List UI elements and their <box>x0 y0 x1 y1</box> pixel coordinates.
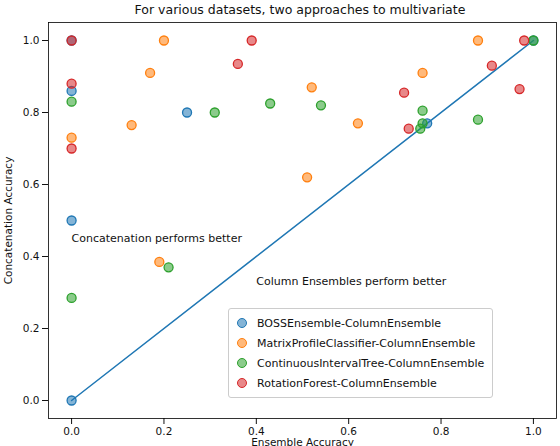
svg-text:0.0: 0.0 <box>23 394 40 406</box>
svg-text:0.6: 0.6 <box>23 178 40 190</box>
svg-text:Concatenation performs better: Concatenation performs better <box>72 232 243 245</box>
svg-text:0.6: 0.6 <box>340 425 357 437</box>
html-text:ContinuousIntervalTree-ColumnE: ContinuousIntervalTree-ColumnEnsemble <box>257 356 485 370</box>
html-text:For various datasets, two appr: For various datasets, two approaches to … <box>134 2 466 17</box>
html-text:MatrixProfileClassifier-Column: MatrixProfileClassifier-ColumnEnsemble <box>257 336 476 350</box>
html-text:BOSSEnsemble-ColumnEnsemble: BOSSEnsemble-ColumnEnsemble <box>257 316 441 330</box>
svg-text:0.0: 0.0 <box>63 425 80 437</box>
svg-text:Column Ensembles perform bette: Column Ensembles perform better <box>256 275 446 288</box>
svg-text:0.2: 0.2 <box>156 425 173 437</box>
svg-text:0.8: 0.8 <box>433 425 450 437</box>
svg-text:0.8: 0.8 <box>23 106 40 118</box>
svg-text:1.0: 1.0 <box>23 34 40 46</box>
svg-text:Concatenation Accuracy: Concatenation Accuracy <box>2 157 14 285</box>
svg-text:0.4: 0.4 <box>23 250 40 262</box>
svg-text:Ensemble Accuracy: Ensemble Accuracy <box>251 436 354 446</box>
html-text:RotationForest-ColumnEnsemble: RotationForest-ColumnEnsemble <box>257 376 437 390</box>
svg-text:1.0: 1.0 <box>525 425 542 437</box>
svg-text:0.4: 0.4 <box>248 425 265 437</box>
svg-text:0.2: 0.2 <box>23 322 40 334</box>
